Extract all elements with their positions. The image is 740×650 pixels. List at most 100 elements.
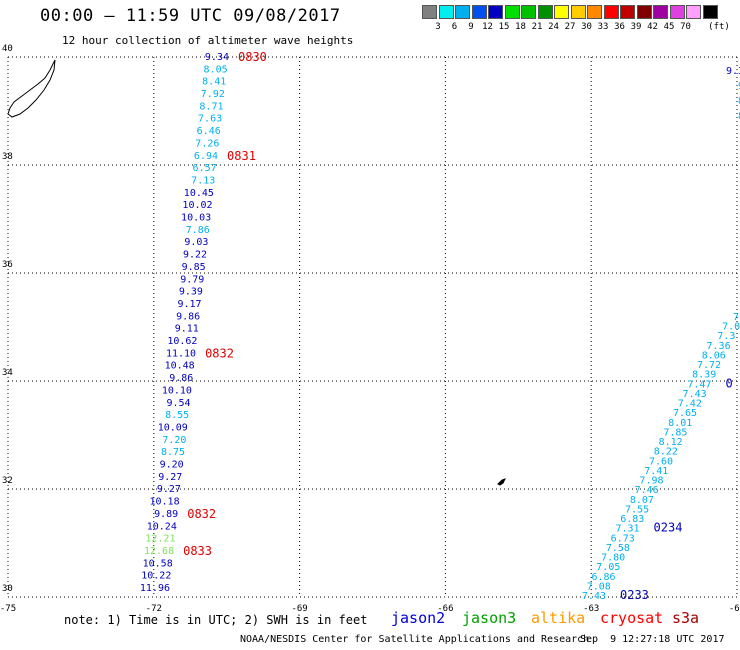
map-subtitle: 12 hour collection of altimeter wave hei… <box>62 34 354 47</box>
legend-swatch <box>455 5 470 19</box>
wave-value: 8.39 <box>692 370 716 381</box>
legend-unit: (ft) <box>708 22 730 32</box>
wave-value: 9.22 <box>183 250 207 261</box>
legend-label: 30 <box>581 22 592 32</box>
legend-swatch <box>620 5 635 19</box>
wave-value: 9.34 <box>205 52 229 63</box>
wave-value: 7.20 <box>162 435 186 446</box>
wave-value: 9.03 <box>184 237 208 248</box>
island-path <box>497 478 506 486</box>
axis-labels: -75 -72 -69 -66 -63 -60 40 38 36 34 32 30 <box>0 44 740 614</box>
wave-value: 6.86 <box>591 572 615 583</box>
legend-swatch <box>521 5 536 19</box>
wave-value: 10.03 <box>181 213 211 224</box>
wave-value: 10.18 <box>149 497 179 508</box>
wave-value: 8.12 <box>659 437 683 448</box>
legend-swatch <box>570 5 586 19</box>
coastline-path <box>7 59 56 118</box>
time-label: 0233 <box>620 588 649 602</box>
wave-value: 10.09 <box>158 422 188 433</box>
wave-value: 7.08 <box>587 581 611 592</box>
legend-label: 70 <box>680 22 691 32</box>
wave-value: 11.96 <box>140 583 170 594</box>
wave-value: 8.41 <box>202 77 226 88</box>
wave-value: 10.62 <box>167 336 197 347</box>
footer-note: note: 1) Time is in UTC; 2) SWH is in fe… <box>64 613 368 627</box>
wave-value: 10.24 <box>147 521 177 532</box>
wave-value: 12.68 <box>144 546 174 557</box>
wave-value: 9.17 <box>177 299 201 310</box>
wave-value: 10.22 <box>141 571 171 582</box>
legend-label: 45 <box>663 22 675 32</box>
legend-swatch <box>422 5 437 19</box>
wave-value: 8.07 <box>630 495 654 506</box>
legend-swatch <box>603 5 619 19</box>
wave-value: 7.36 <box>707 341 731 352</box>
satellite-jason3: jason3 <box>462 609 517 627</box>
wave-value: 7.85 <box>663 427 687 438</box>
legend-label: 24 <box>548 22 559 32</box>
wave-value: 9.89 <box>154 509 178 520</box>
wave-value: 9.11 <box>175 324 199 335</box>
wave-value: 6.57 <box>193 163 217 174</box>
wave-value: 7.55 <box>625 504 649 515</box>
wave-value: 8.01 <box>668 418 692 429</box>
wave-value: 9.27 <box>157 484 181 495</box>
wave-value: 7. <box>733 312 740 323</box>
wave-value: 7.31 <box>615 524 639 535</box>
wave-value: 8.55 <box>165 410 189 421</box>
west-track: 9.348.05 8.417.928.71 7.636.467.26 6.946.57… <box>140 50 267 594</box>
wave-value: 9.3 <box>726 66 740 77</box>
lat-tick-label: 30 <box>2 584 13 594</box>
east-track: 7.437.086.867.057.807.586.737.316.837.55… <box>582 312 740 602</box>
wave-value: 9.39 <box>179 287 203 298</box>
legend-swatch <box>587 5 602 19</box>
wave-value: 8.06 <box>702 350 726 361</box>
lat-tick-label: 40 <box>2 44 13 54</box>
lat-tick-label: 32 <box>2 476 13 486</box>
edge-track: 9.3 9 8 8 <box>726 66 740 122</box>
wave-value: 7.43 <box>683 389 707 400</box>
credit-text: NOAA/NESDIS Center for Satellite Applica… <box>240 634 590 645</box>
wave-value: 9.85 <box>182 262 206 273</box>
legend-swatch <box>669 5 685 19</box>
wave-value: 7.41 <box>644 466 668 477</box>
wave-value: 10.45 <box>184 188 214 199</box>
lon-tick-label: -66 <box>437 604 453 614</box>
lat-tick-label: 36 <box>2 260 13 270</box>
legend-swatch <box>554 5 569 19</box>
lat-lon-grid <box>7 56 738 598</box>
wave-value: 7.13 <box>191 175 215 186</box>
wave-value: 6.46 <box>197 126 221 137</box>
lon-tick-label: -75 <box>0 604 16 614</box>
legend-swatch <box>636 5 652 19</box>
wave-value: 9.79 <box>180 274 204 285</box>
wave-value: 6.94 <box>194 151 218 162</box>
satellite-s3a: s3a <box>672 609 700 627</box>
time-label: 0831 <box>227 149 256 163</box>
wave-value: 6.73 <box>611 533 635 544</box>
wave-value: 10.02 <box>182 200 212 211</box>
legend-swatch <box>504 5 520 19</box>
satellite-jason2: jason2 <box>391 609 446 627</box>
legend-swatch <box>471 5 487 19</box>
wave-value: 9.86 <box>169 373 193 384</box>
legend-label: 3 <box>435 22 441 32</box>
legend-label: 18 <box>515 22 526 32</box>
wave-value: 8 <box>738 96 740 107</box>
lon-tick-label: -60 <box>729 604 740 614</box>
wave-value: 7.80 <box>601 553 625 564</box>
time-label: 0832 <box>187 507 216 521</box>
lon-tick-label: -72 <box>146 604 162 614</box>
lon-tick-label: -63 <box>583 604 599 614</box>
legend-label: 36 <box>614 22 625 32</box>
wave-value: 7.3 <box>717 331 735 342</box>
satellite-altika: altika <box>531 609 586 627</box>
legend-label: 39 <box>630 22 642 32</box>
wave-value: 7.60 <box>649 456 673 467</box>
legend-label: 33 <box>597 22 609 32</box>
legend-label: 12 <box>482 22 493 32</box>
wave-value: 7.43 <box>582 591 606 602</box>
wave-value: 7.0 <box>722 322 740 333</box>
